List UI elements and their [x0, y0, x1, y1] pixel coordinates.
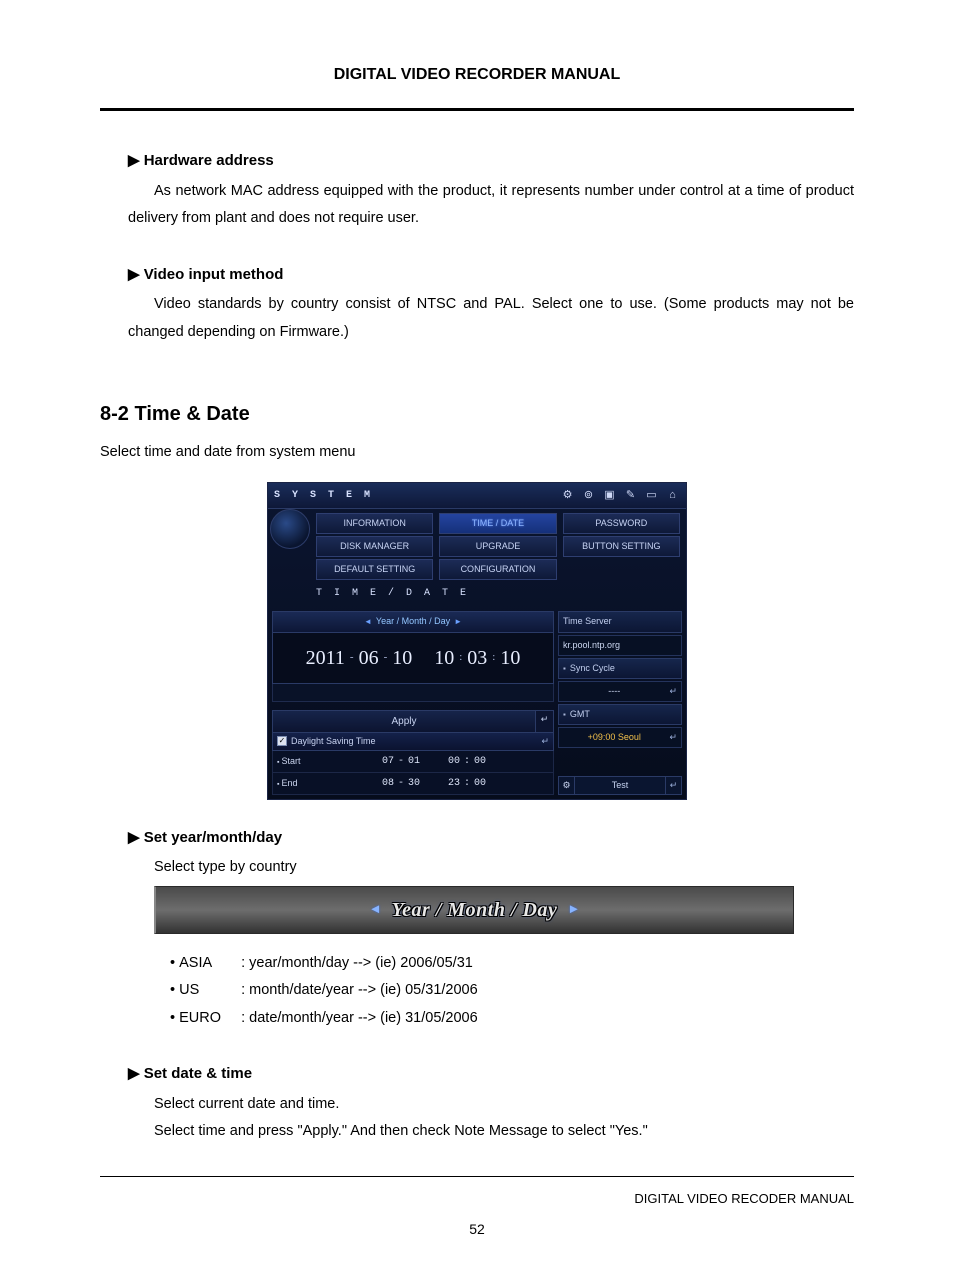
monitor-icon[interactable]: ▭	[644, 488, 659, 503]
home-icon[interactable]: ⌂	[665, 488, 680, 503]
grid-icon[interactable]: ▣	[602, 488, 617, 503]
dvr-screenshot: S Y S T E M ⚙ ⊚ ▣ ✎ ▭ ⌂ INFORMATION DISK…	[267, 482, 687, 799]
ymd-heading: Set year/month/day	[128, 824, 854, 853]
dst-row: ✓ Daylight Saving Time ↵	[272, 733, 554, 751]
sep: :	[464, 774, 470, 793]
disc-icon[interactable]: ⊚	[581, 488, 596, 503]
dst-end-day[interactable]: 30	[408, 774, 420, 793]
tab-information[interactable]: INFORMATION	[316, 513, 433, 534]
vi-heading: Video input method	[128, 261, 854, 290]
section-set-date-time: Set date & time Select current date and …	[100, 1060, 854, 1146]
test-row: ⚙ Test ↵	[558, 776, 682, 795]
section-hardware-address: Hardware address As network MAC address …	[100, 147, 854, 233]
tab-disk-manager[interactable]: DISK MANAGER	[316, 536, 433, 557]
dst-start-day[interactable]: 01	[408, 752, 420, 771]
time-date-intro: Select time and date from system menu	[100, 439, 854, 467]
vi-body: Video standards by country consist of NT…	[128, 291, 854, 346]
sep: :	[464, 752, 470, 771]
arrow-left-icon[interactable]: ◄	[364, 614, 372, 629]
hw-body: As network MAC address equipped with the…	[128, 178, 854, 233]
sync-cycle-value[interactable]: ----↵	[558, 681, 682, 702]
bullet-asia-text: : year/month/day --> (ie) 2006/05/31	[241, 950, 473, 978]
ymd-banner-text: Year / Month / Day	[392, 891, 558, 929]
dst-checkbox[interactable]: ✓	[277, 736, 287, 746]
tab-password[interactable]: PASSWORD	[563, 513, 680, 534]
apply-knob-icon[interactable]: ↵	[535, 711, 553, 732]
hw-heading: Hardware address	[128, 147, 854, 176]
pencil-icon[interactable]: ✎	[623, 488, 638, 503]
tab-time-date[interactable]: TIME / DATE	[439, 513, 556, 534]
sync-cycle-label: ▪Sync Cycle	[558, 658, 682, 679]
arrow-right-icon[interactable]: ►	[454, 614, 462, 629]
dt-heading: Set date & time	[128, 1060, 854, 1089]
header-rule	[100, 108, 854, 111]
hour-value[interactable]: 10	[434, 639, 454, 677]
tab-default-setting[interactable]: DEFAULT SETTING	[316, 559, 433, 580]
dvr-topbar-icons: ⚙ ⊚ ▣ ✎ ▭ ⌂	[560, 488, 680, 503]
dt-body-2: Select time and press "Apply." And then …	[154, 1118, 854, 1146]
dvr-tab-area: INFORMATION DISK MANAGER DEFAULT SETTING…	[268, 509, 686, 582]
dst-end-row: End 08 - 30 23 : 00	[272, 773, 554, 795]
tab-button-setting[interactable]: BUTTON SETTING	[563, 536, 680, 557]
dst-start-hour[interactable]: 00	[448, 752, 460, 771]
sep: -	[398, 752, 404, 771]
dvr-logo-icon	[270, 509, 310, 549]
dst-start-mo[interactable]: 07	[382, 752, 394, 771]
section-video-input: Video input method Video standards by co…	[100, 261, 854, 347]
dst-start-label: Start	[277, 753, 315, 770]
footer-rule	[100, 1176, 854, 1177]
sep: -	[398, 774, 404, 793]
dst-end-min[interactable]: 00	[474, 774, 486, 793]
apply-row: Apply ↵	[272, 710, 554, 733]
dst-knob-icon[interactable]: ↵	[541, 733, 549, 750]
test-knob-icon[interactable]: ↵	[665, 777, 681, 794]
tab-upgrade[interactable]: UPGRADE	[439, 536, 556, 557]
date-time-display[interactable]: 2011- 06- 10 10: 03: 10	[272, 633, 554, 684]
time-server-value[interactable]: kr.pool.ntp.org	[558, 635, 682, 656]
test-button[interactable]: Test	[575, 777, 665, 794]
minute-value[interactable]: 03	[467, 639, 487, 677]
spacer-row	[272, 684, 554, 702]
gear-icon[interactable]: ⚙	[560, 488, 575, 503]
gmt-value[interactable]: +09:00 Seoul↵	[558, 727, 682, 748]
dst-start-row: Start 07 - 01 00 : 00	[272, 751, 554, 773]
section-set-ymd: Set year/month/day Select type by countr…	[100, 824, 854, 1033]
second-value[interactable]: 10	[500, 639, 520, 677]
ymd-format-selector[interactable]: ◄ Year / Month / Day ►	[272, 611, 554, 632]
banner-arrow-right-icon[interactable]: ►	[567, 897, 580, 922]
time-date-heading: 8-2 Time & Date	[100, 395, 854, 433]
ymd-banner[interactable]: ◄ Year / Month / Day ►	[154, 886, 794, 934]
bullet-euro-label: EURO	[179, 1005, 241, 1033]
bullet-us-label: US	[179, 977, 241, 1005]
tab-configuration[interactable]: CONFIGURATION	[439, 559, 556, 580]
dvr-subtitle: T I M E / D A T E	[268, 582, 686, 607]
apply-button[interactable]: Apply	[273, 711, 535, 732]
bullet-us-text: : month/date/year --> (ie) 05/31/2006	[241, 977, 478, 1005]
gmt-label: ▪GMT	[558, 704, 682, 725]
banner-arrow-left-icon[interactable]: ◄	[369, 897, 382, 922]
bullet-euro-text: : date/month/year --> (ie) 31/05/2006	[241, 1005, 478, 1033]
dst-start-min[interactable]: 00	[474, 752, 486, 771]
ymd-body: Select type by country	[154, 854, 854, 882]
dst-end-mo[interactable]: 08	[382, 774, 394, 793]
footer-label: DIGITAL VIDEO RECODER MANUAL	[100, 1187, 854, 1212]
dt-body-1: Select current date and time.	[154, 1091, 854, 1119]
page-number: 52	[100, 1216, 854, 1243]
time-server-label: Time Server	[558, 611, 682, 632]
year-value[interactable]: 2011	[306, 639, 345, 677]
day-value[interactable]: 10	[392, 639, 412, 677]
ymd-format-label: Year / Month / Day	[376, 613, 450, 630]
dvr-topbar: S Y S T E M ⚙ ⊚ ▣ ✎ ▭ ⌂	[268, 483, 686, 509]
dst-end-label: End	[277, 775, 315, 792]
page-header-title: DIGITAL VIDEO RECORDER MANUAL	[100, 60, 854, 90]
format-bullets: • ASIA: year/month/day --> (ie) 2006/05/…	[170, 950, 854, 1033]
dvr-system-label: S Y S T E M	[274, 486, 373, 505]
test-gear-icon[interactable]: ⚙	[559, 777, 575, 794]
dst-label: Daylight Saving Time	[291, 733, 376, 750]
month-value[interactable]: 06	[359, 639, 379, 677]
bullet-asia-label: ASIA	[179, 950, 241, 978]
dst-end-hour[interactable]: 23	[448, 774, 460, 793]
